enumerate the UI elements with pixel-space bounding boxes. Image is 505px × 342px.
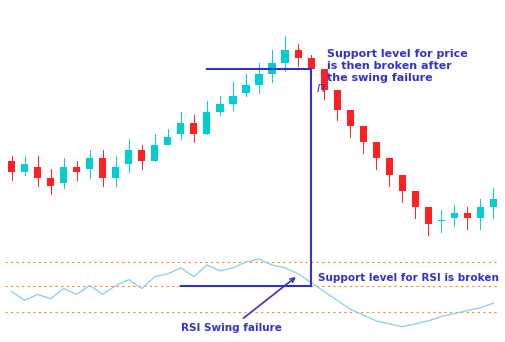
Bar [21,164,28,172]
Bar [360,126,367,142]
Bar [164,137,171,145]
Bar [73,167,80,172]
Bar [294,50,301,58]
Text: Π: Π [316,84,325,94]
Bar [177,123,184,134]
Bar [151,145,159,161]
Bar [8,161,15,172]
Text: Support level for RSI is broken: Support level for RSI is broken [318,273,498,283]
Bar [112,167,119,177]
Bar [490,199,497,208]
Bar [464,213,471,218]
Bar [386,158,393,175]
Bar [308,58,315,69]
Text: Support level for price
is then broken after
the swing failure: Support level for price is then broken a… [327,49,468,82]
Bar [373,142,380,158]
Bar [425,208,432,224]
Bar [398,175,406,191]
Bar [138,150,145,161]
Bar [346,109,354,126]
Bar [438,220,445,221]
Bar [204,112,211,134]
Bar [321,69,328,91]
Bar [229,96,236,104]
Bar [451,213,458,218]
Bar [334,91,341,109]
Bar [60,167,67,183]
Bar [412,191,419,208]
Bar [216,104,224,112]
Bar [125,150,132,164]
Bar [477,208,484,218]
Bar [99,158,107,177]
Bar [242,85,249,93]
Bar [86,158,93,169]
Bar [190,123,197,134]
Bar [256,74,263,85]
Bar [281,50,289,63]
Bar [269,63,276,74]
Text: RSI Swing failure: RSI Swing failure [181,278,294,333]
Bar [47,177,54,186]
Bar [34,167,41,177]
